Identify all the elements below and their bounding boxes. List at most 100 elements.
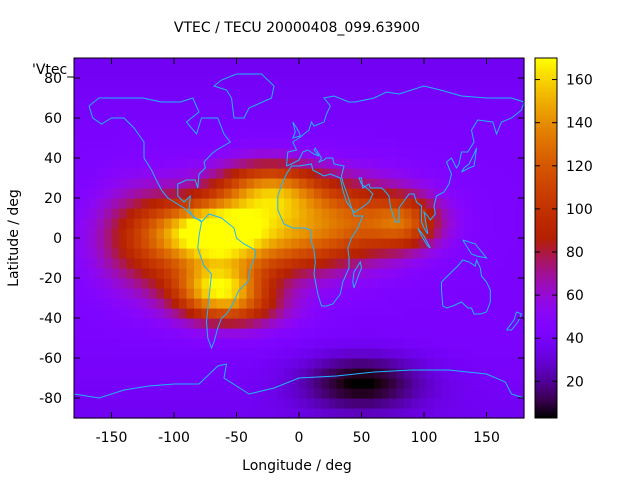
heatmap-cell	[224, 208, 233, 219]
heatmap-cell	[374, 368, 383, 379]
heatmap-cell	[419, 58, 428, 69]
heatmap-cell	[344, 258, 353, 269]
heatmap-cell	[156, 248, 165, 259]
heatmap-cell	[306, 378, 315, 389]
heatmap-cell	[96, 318, 105, 329]
heatmap-cell	[411, 318, 420, 329]
heatmap-cell	[216, 378, 225, 389]
heatmap-cell	[134, 368, 143, 379]
heatmap-cell	[359, 98, 368, 109]
heatmap-cell	[96, 358, 105, 369]
heatmap-cell	[254, 338, 263, 349]
heatmap-cell	[321, 138, 330, 149]
heatmap-cell	[366, 258, 375, 269]
heatmap-cell	[374, 378, 383, 389]
heatmap-cell	[171, 248, 180, 259]
heatmap-cell	[284, 358, 293, 369]
heatmap-cell	[171, 408, 180, 419]
heatmap-cell	[179, 88, 188, 99]
heatmap-cell	[209, 288, 218, 299]
heatmap-cell	[306, 178, 315, 189]
heatmap-cell	[164, 68, 173, 79]
heatmap-cell	[314, 358, 323, 369]
colorbar-tick-label: 160	[566, 73, 593, 89]
heatmap-cell	[441, 348, 450, 359]
heatmap-cell	[254, 308, 263, 319]
heatmap-cell	[411, 408, 420, 419]
heatmap-cell	[306, 288, 315, 299]
heatmap-cell	[126, 398, 135, 409]
heatmap-cell	[111, 218, 120, 229]
heatmap-cell	[396, 188, 405, 199]
heatmap-cell	[299, 238, 308, 249]
heatmap-cell	[179, 318, 188, 329]
heatmap-cell	[89, 118, 98, 129]
heatmap-cell	[74, 208, 83, 219]
heatmap-cell	[111, 168, 120, 179]
heatmap-cell	[336, 238, 345, 249]
heatmap-cell	[396, 78, 405, 89]
heatmap-cell	[201, 358, 210, 369]
heatmap-cell	[464, 78, 473, 89]
heatmap-cell	[441, 148, 450, 159]
heatmap-cell	[179, 268, 188, 279]
heatmap-cell	[381, 258, 390, 269]
heatmap-cell	[336, 358, 345, 369]
heatmap-cell	[194, 78, 203, 89]
heatmap-cell	[171, 328, 180, 339]
heatmap-cell	[254, 128, 263, 139]
heatmap-cell	[284, 258, 293, 269]
heatmap-cell	[194, 328, 203, 339]
heatmap-cell	[246, 148, 255, 159]
heatmap-cell	[441, 228, 450, 239]
heatmap-cell	[164, 208, 173, 219]
heatmap-cell	[119, 308, 128, 319]
heatmap-cell	[336, 298, 345, 309]
heatmap-cell	[194, 268, 203, 279]
heatmap-cell	[299, 308, 308, 319]
heatmap-cell	[501, 148, 510, 159]
heatmap-cell	[314, 278, 323, 289]
heatmap-cell	[381, 368, 390, 379]
heatmap-cell	[501, 408, 510, 419]
heatmap-cell	[201, 128, 210, 139]
heatmap-cell	[81, 298, 90, 309]
heatmap-cell	[494, 158, 503, 169]
heatmap-cell	[254, 358, 263, 369]
heatmap-cell	[291, 398, 300, 409]
heatmap-cell	[254, 108, 263, 119]
heatmap-cell	[276, 58, 285, 69]
heatmap-cell	[404, 298, 413, 309]
heatmap-cell	[194, 298, 203, 309]
heatmap-cell	[284, 298, 293, 309]
heatmap-cell	[329, 208, 338, 219]
heatmap-cell	[156, 138, 165, 149]
heatmap-cell	[449, 408, 458, 419]
heatmap-cell	[141, 188, 150, 199]
heatmap-cell	[321, 348, 330, 359]
heatmap-cell	[456, 88, 465, 99]
heatmap-cell	[284, 198, 293, 209]
heatmap-cell	[224, 228, 233, 239]
heatmap-cell	[509, 188, 518, 199]
heatmap-cell	[74, 288, 83, 299]
colorbar	[534, 57, 558, 419]
heatmap-cell	[119, 208, 128, 219]
heatmap-cell	[254, 298, 263, 309]
heatmap-cell	[201, 288, 210, 299]
heatmap-cell	[456, 388, 465, 399]
heatmap-cell	[314, 108, 323, 119]
heatmap-cell	[216, 208, 225, 219]
heatmap-cell	[171, 228, 180, 239]
heatmap-cell	[269, 268, 278, 279]
heatmap-cell	[449, 298, 458, 309]
heatmap-cell	[261, 308, 270, 319]
heatmap-cell	[164, 178, 173, 189]
heatmap-cell	[381, 358, 390, 369]
coastline	[461, 147, 477, 173]
heatmap-cell	[261, 258, 270, 269]
heatmap-cell	[486, 378, 495, 389]
heatmap-cell	[284, 378, 293, 389]
heatmap-cell	[134, 298, 143, 309]
heatmap-cell	[284, 328, 293, 339]
